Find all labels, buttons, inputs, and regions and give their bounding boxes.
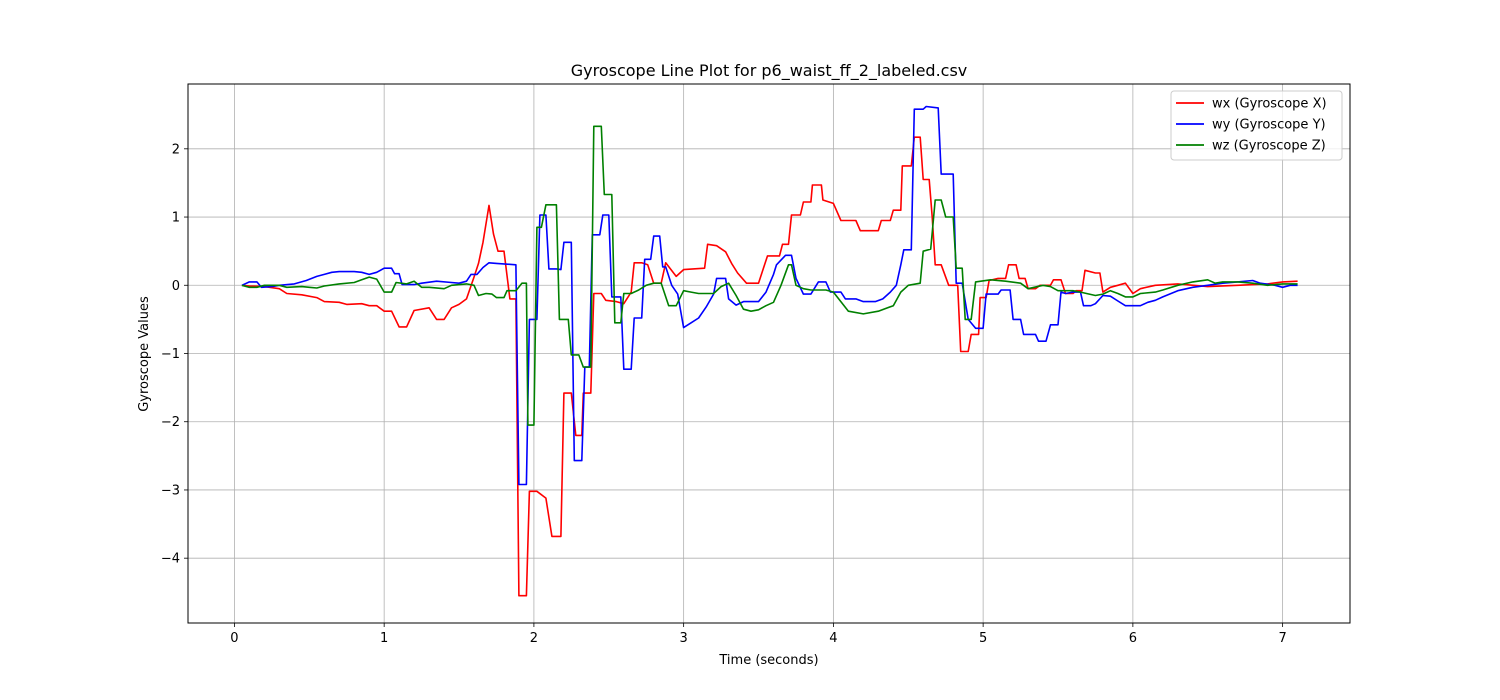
series-line-3: [241, 125, 1298, 426]
chart-title: Gyroscope Line Plot for p6_waist_ff_2_la…: [571, 61, 968, 81]
series-line-2: [241, 105, 1298, 486]
y-tick-label: −4: [161, 552, 180, 567]
y-tick-label: 1: [172, 211, 180, 226]
x-tick-label: 6: [1129, 631, 1137, 646]
axis-ticks: 0 1 2 3 4 5 6 7 −4 −3 −2 −1 0 1 2: [161, 142, 1287, 646]
legend-box: [1170, 90, 1343, 161]
x-tick-label: 2: [530, 631, 538, 646]
x-tick-label: 5: [979, 631, 987, 646]
legend-label-3: wz (Gyroscope Z): [1212, 139, 1326, 154]
x-tick-label: 4: [829, 631, 837, 646]
x-tick-label: 0: [230, 631, 238, 646]
legend-label-2: wy (Gyroscope Y): [1212, 118, 1326, 133]
y-tick-label: −2: [161, 415, 180, 430]
legend: wx (Gyroscope X) wy (Gyroscope Y) wz (Gyro…: [1170, 90, 1343, 161]
x-tick-label: 3: [680, 631, 688, 646]
y-tick-label: −3: [161, 483, 180, 498]
y-tick-label: −1: [161, 347, 180, 362]
grid-lines: [188, 84, 1350, 623]
series-lines: [241, 105, 1298, 597]
y-tick-label: 0: [172, 279, 180, 294]
x-tick-label: 1: [380, 631, 388, 646]
x-axis-title: Time (seconds): [718, 653, 818, 668]
x-tick-label: 7: [1278, 631, 1286, 646]
y-tick-label: 2: [172, 142, 180, 157]
legend-label-1: wx (Gyroscope X): [1212, 97, 1327, 112]
y-axis-title: Gyroscope Values: [137, 296, 152, 412]
